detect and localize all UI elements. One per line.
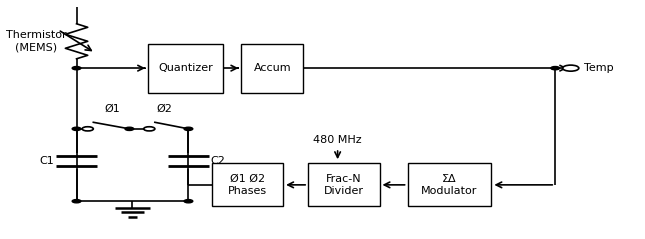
- Circle shape: [551, 66, 560, 70]
- Text: Ø1: Ø1: [104, 104, 121, 114]
- Text: C2: C2: [211, 156, 226, 166]
- Bar: [308, 163, 380, 206]
- Text: Thermistor
(MEMS): Thermistor (MEMS): [6, 31, 66, 52]
- Text: Temp: Temp: [584, 63, 614, 73]
- Text: C1: C1: [39, 156, 54, 166]
- Text: Quantizer: Quantizer: [158, 63, 213, 73]
- Text: Ø1 Ø2
Phases: Ø1 Ø2 Phases: [228, 174, 267, 196]
- Circle shape: [72, 200, 81, 203]
- Circle shape: [562, 65, 579, 71]
- Circle shape: [125, 127, 134, 130]
- Text: Accum: Accum: [253, 63, 291, 73]
- Bar: [148, 44, 223, 93]
- Text: Frac-N
Divider: Frac-N Divider: [324, 174, 364, 196]
- Text: Ø2: Ø2: [157, 104, 173, 114]
- Circle shape: [184, 127, 193, 130]
- Bar: [212, 163, 283, 206]
- Circle shape: [82, 127, 94, 131]
- Circle shape: [144, 127, 155, 131]
- Circle shape: [184, 200, 193, 203]
- Text: 480 MHz: 480 MHz: [313, 135, 362, 145]
- Text: ΣΔ
Modulator: ΣΔ Modulator: [421, 174, 478, 196]
- Circle shape: [72, 127, 81, 130]
- Circle shape: [72, 66, 81, 70]
- Bar: [408, 163, 491, 206]
- Bar: [241, 44, 303, 93]
